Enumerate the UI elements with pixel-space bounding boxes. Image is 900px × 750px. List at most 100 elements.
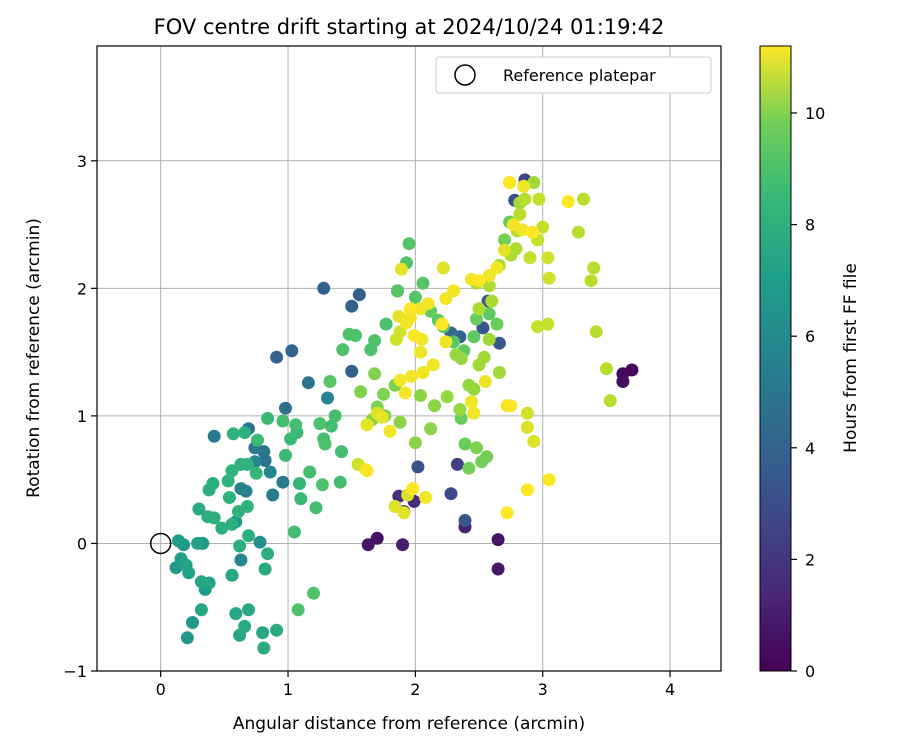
data-point <box>180 631 194 645</box>
x-axis-ticks: 0 1 2 3 4 <box>156 671 675 699</box>
data-point <box>513 207 527 221</box>
data-point <box>482 279 496 293</box>
data-point <box>279 401 292 415</box>
data-point <box>482 332 496 346</box>
colorbar-gradient <box>759 45 792 672</box>
data-point <box>498 233 511 247</box>
data-point <box>240 457 254 471</box>
data-point <box>490 317 504 331</box>
x-tick-label: 1 <box>283 680 293 699</box>
data-point <box>276 475 290 489</box>
data-point <box>313 417 327 431</box>
data-point <box>541 251 555 265</box>
data-point <box>436 261 450 275</box>
data-point <box>251 433 264 447</box>
data-point <box>391 284 404 298</box>
data-point <box>349 329 362 342</box>
data-point <box>238 426 252 439</box>
data-point <box>464 395 478 409</box>
data-point <box>225 517 239 531</box>
data-point <box>480 450 494 464</box>
data-point <box>414 389 427 402</box>
data-point <box>477 350 491 364</box>
data-point <box>470 312 483 326</box>
data-point <box>266 488 280 502</box>
data-point <box>531 320 545 334</box>
data-point <box>405 369 418 383</box>
data-point <box>328 409 342 423</box>
colorbar-tick-label: 8 <box>805 216 815 235</box>
data-point <box>253 535 267 549</box>
data-point <box>233 539 247 553</box>
legend-label: Reference platepar <box>503 66 656 85</box>
data-point <box>577 192 590 206</box>
data-point <box>520 420 534 434</box>
x-axis-label: Angular distance from reference (arcmin) <box>233 714 585 734</box>
data-point <box>324 419 338 433</box>
x-tick-label: 4 <box>665 680 675 699</box>
data-point <box>206 477 220 490</box>
legend: Reference platepar <box>435 56 712 94</box>
colorbar-tick-label: 6 <box>805 327 815 346</box>
data-point <box>276 414 290 428</box>
data-point <box>375 410 389 424</box>
data-point <box>234 553 248 567</box>
data-point <box>571 225 585 239</box>
y-tick-label: −1 <box>63 662 87 681</box>
data-point <box>403 302 417 316</box>
chart-title: FOV centre drift starting at 2024/10/24 … <box>154 15 665 39</box>
data-point <box>527 434 541 448</box>
data-point <box>354 385 368 399</box>
data-point <box>336 343 350 357</box>
data-point <box>221 474 235 488</box>
data-point <box>472 274 486 288</box>
data-point <box>603 394 617 408</box>
data-point <box>517 179 531 193</box>
data-point <box>368 334 382 348</box>
data-point <box>396 538 410 552</box>
data-point <box>491 562 505 576</box>
data-points <box>169 173 639 655</box>
data-point <box>215 521 229 535</box>
data-point <box>520 483 534 497</box>
data-point <box>222 491 236 504</box>
data-point <box>303 465 317 479</box>
legend-box <box>435 56 712 94</box>
data-point <box>616 375 630 388</box>
data-point <box>258 562 272 576</box>
data-point <box>542 271 556 285</box>
y-tick-label: 3 <box>77 152 87 171</box>
data-point <box>317 281 331 295</box>
data-point <box>416 366 430 379</box>
data-point <box>440 390 454 404</box>
plot-frame <box>96 45 722 672</box>
data-point <box>506 218 520 232</box>
y-tick-label: 0 <box>77 534 87 553</box>
data-point <box>229 607 243 621</box>
colorbar: 0 2 4 6 8 10 Hours from first FF file <box>759 45 861 681</box>
data-point <box>541 317 555 331</box>
data-point <box>523 251 537 265</box>
data-point <box>402 237 416 251</box>
data-point <box>394 262 408 276</box>
data-point <box>527 176 541 189</box>
data-point <box>287 525 301 539</box>
data-point <box>335 445 348 459</box>
data-point <box>504 399 518 413</box>
data-point <box>408 436 422 450</box>
data-point <box>439 335 453 349</box>
y-axis-ticks: −1 0 1 2 3 <box>63 152 97 681</box>
data-point <box>503 176 517 189</box>
data-point <box>242 529 255 543</box>
data-point <box>360 464 374 478</box>
data-point <box>393 415 407 429</box>
data-point <box>360 418 374 432</box>
data-point <box>345 299 359 313</box>
data-point <box>279 448 292 462</box>
data-point <box>393 373 407 387</box>
colorbar-tick-label: 0 <box>805 662 815 681</box>
data-point <box>261 411 275 425</box>
data-point <box>207 511 221 525</box>
data-point <box>361 538 375 552</box>
legend-marker <box>454 64 476 86</box>
